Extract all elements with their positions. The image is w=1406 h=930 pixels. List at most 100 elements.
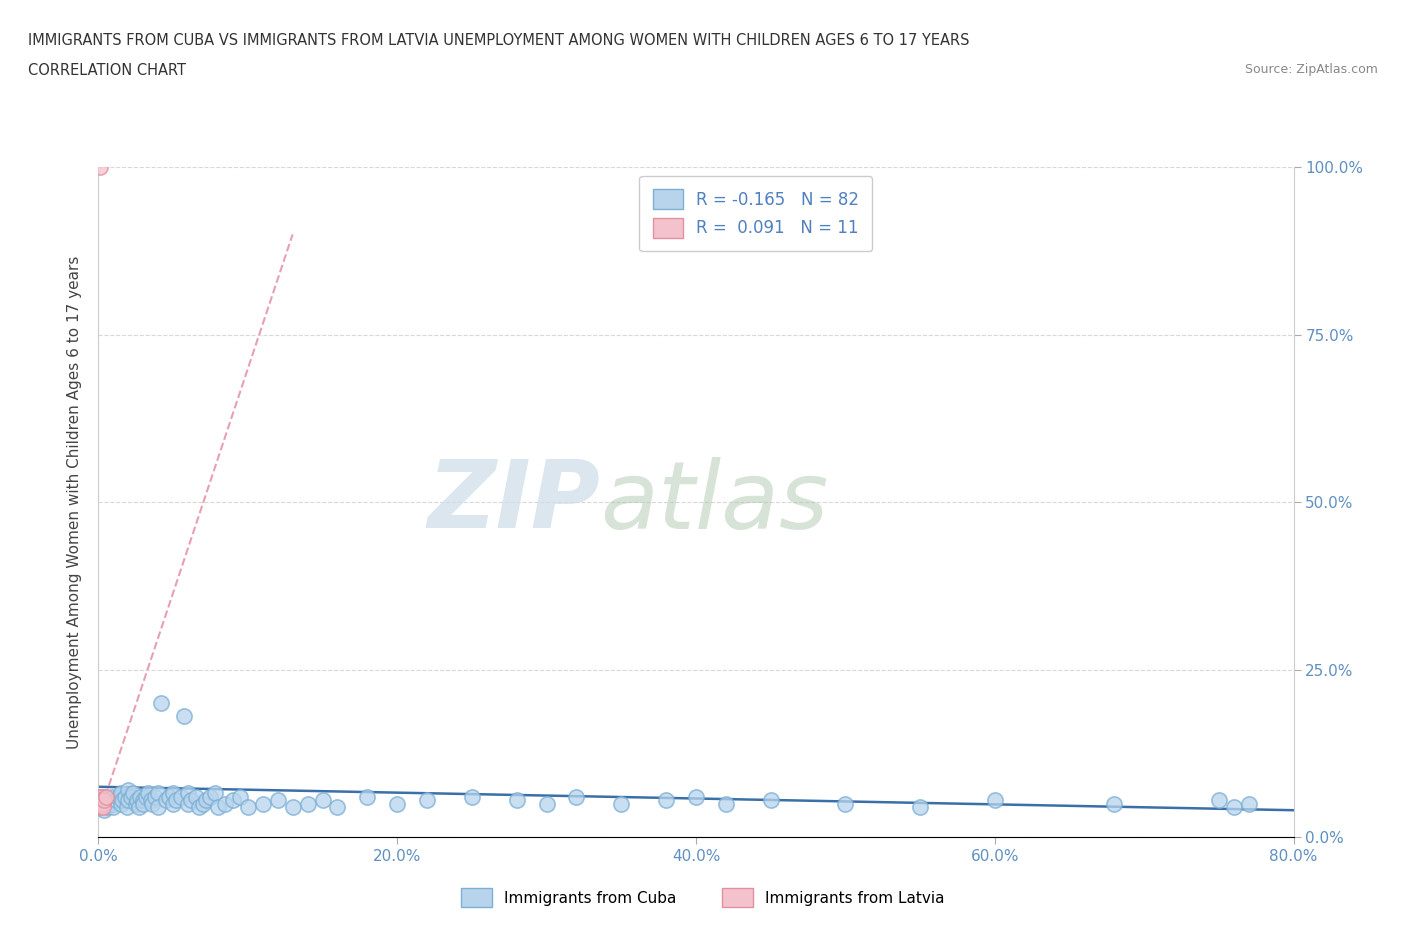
Point xyxy=(184,790,207,804)
Point xyxy=(111,792,134,807)
Point xyxy=(759,792,782,807)
Point xyxy=(114,790,136,804)
Point xyxy=(177,796,200,811)
Point xyxy=(281,800,304,815)
Text: CORRELATION CHART: CORRELATION CHART xyxy=(28,63,186,78)
Point xyxy=(89,790,111,804)
Point xyxy=(101,790,124,804)
Text: IMMIGRANTS FROM CUBA VS IMMIGRANTS FROM LATVIA UNEMPLOYMENT AMONG WOMEN WITH CHI: IMMIGRANTS FROM CUBA VS IMMIGRANTS FROM … xyxy=(28,33,970,47)
Point xyxy=(89,800,111,815)
Point xyxy=(155,792,177,807)
Point xyxy=(103,796,125,811)
Point xyxy=(91,790,114,804)
Point xyxy=(97,796,120,811)
Point xyxy=(150,696,173,711)
Point xyxy=(416,792,439,807)
Point xyxy=(90,792,112,807)
Point xyxy=(267,792,290,807)
Point xyxy=(129,790,152,804)
Point xyxy=(207,800,229,815)
Point xyxy=(89,160,111,175)
Point xyxy=(385,796,409,811)
Text: atlas: atlas xyxy=(600,457,828,548)
Point xyxy=(169,790,191,804)
Point xyxy=(1208,792,1230,807)
Point xyxy=(252,796,274,811)
Point xyxy=(110,786,132,801)
Point xyxy=(311,792,333,807)
Point xyxy=(89,792,111,807)
Point xyxy=(1104,796,1126,811)
Point xyxy=(91,796,114,811)
Point xyxy=(191,796,214,811)
Point xyxy=(222,792,245,807)
Point xyxy=(565,790,588,804)
Point xyxy=(173,709,195,724)
Point xyxy=(117,783,139,798)
Point xyxy=(834,796,856,811)
Point xyxy=(105,792,128,807)
Point xyxy=(297,796,319,811)
Point xyxy=(908,800,931,815)
Point xyxy=(120,790,142,804)
Point xyxy=(187,800,209,815)
Point xyxy=(162,796,184,811)
Point xyxy=(94,792,117,807)
Point xyxy=(132,796,155,811)
Point xyxy=(117,792,139,807)
Point xyxy=(229,790,252,804)
Point xyxy=(127,792,149,807)
Point xyxy=(148,786,170,801)
Point xyxy=(180,792,202,807)
Point xyxy=(128,800,150,815)
Point xyxy=(655,792,678,807)
Point xyxy=(984,792,1007,807)
Point xyxy=(356,790,378,804)
Point xyxy=(162,786,184,801)
Point xyxy=(157,790,180,804)
Point xyxy=(90,796,112,811)
Point xyxy=(96,800,118,815)
Point xyxy=(90,790,112,804)
Point xyxy=(165,792,187,807)
Point xyxy=(200,790,222,804)
Point xyxy=(93,803,115,817)
Point xyxy=(214,796,236,811)
Point xyxy=(135,790,157,804)
Point xyxy=(93,792,115,807)
Point xyxy=(100,792,122,807)
Point xyxy=(139,792,162,807)
Point xyxy=(714,796,737,811)
Text: ZIP: ZIP xyxy=(427,457,600,548)
Point xyxy=(177,786,200,801)
Point xyxy=(143,790,166,804)
Point xyxy=(610,796,633,811)
Point xyxy=(506,792,529,807)
Point xyxy=(136,786,159,801)
Point xyxy=(110,796,132,811)
Point xyxy=(107,790,129,804)
Y-axis label: Unemployment Among Women with Children Ages 6 to 17 years: Unemployment Among Women with Children A… xyxy=(67,256,83,749)
Point xyxy=(94,790,117,804)
Point xyxy=(204,786,226,801)
Legend: Immigrants from Cuba, Immigrants from Latvia: Immigrants from Cuba, Immigrants from La… xyxy=(456,883,950,913)
Point xyxy=(685,790,707,804)
Point xyxy=(141,796,163,811)
Point xyxy=(148,800,170,815)
Point xyxy=(103,800,125,815)
Point xyxy=(89,796,111,811)
Point xyxy=(536,796,558,811)
Point xyxy=(195,792,218,807)
Point xyxy=(89,800,111,815)
Point xyxy=(125,796,148,811)
Text: Source: ZipAtlas.com: Source: ZipAtlas.com xyxy=(1244,63,1378,76)
Point xyxy=(1237,796,1260,811)
Point xyxy=(132,792,155,807)
Point xyxy=(91,800,114,815)
Point xyxy=(1223,800,1246,815)
Point xyxy=(461,790,484,804)
Point xyxy=(326,800,349,815)
Legend: R = -0.165   N = 82, R =  0.091   N = 11: R = -0.165 N = 82, R = 0.091 N = 11 xyxy=(640,176,872,251)
Point xyxy=(236,800,259,815)
Point xyxy=(121,786,143,801)
